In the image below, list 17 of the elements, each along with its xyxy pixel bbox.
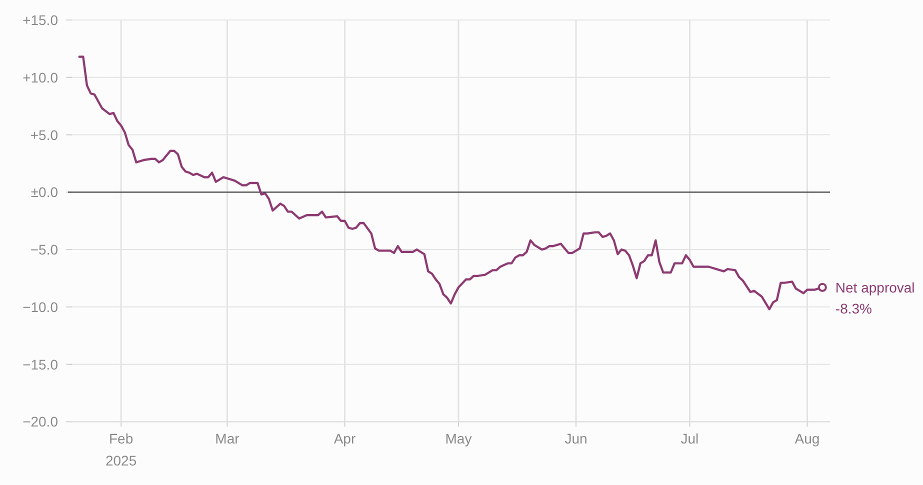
y-tick-label: +5.0 [30, 126, 58, 143]
x-tick-label: Jul [680, 430, 699, 447]
x-tick-label: Jun [564, 430, 588, 447]
y-tick-label: −5.0 [30, 242, 58, 258]
y-tick-label: +10.0 [22, 69, 58, 86]
x-tick-label: Mar [215, 430, 240, 447]
x-tick-label: May [445, 430, 472, 447]
y-tick-label: −20.0 [22, 414, 58, 430]
x-tick-label: Apr [334, 430, 356, 447]
series-label: Net approval [835, 279, 915, 296]
x-tick-label: Feb 2025 [105, 430, 137, 469]
y-tick-label: −15.0 [22, 356, 58, 372]
y-tick-label: +15.0 [22, 12, 58, 28]
y-tick-label: −10.0 [22, 298, 58, 315]
y-tick-label: ±0.0 [30, 184, 58, 200]
data-label: -8.3% [835, 300, 872, 316]
x-tick-label: Aug [794, 430, 820, 447]
